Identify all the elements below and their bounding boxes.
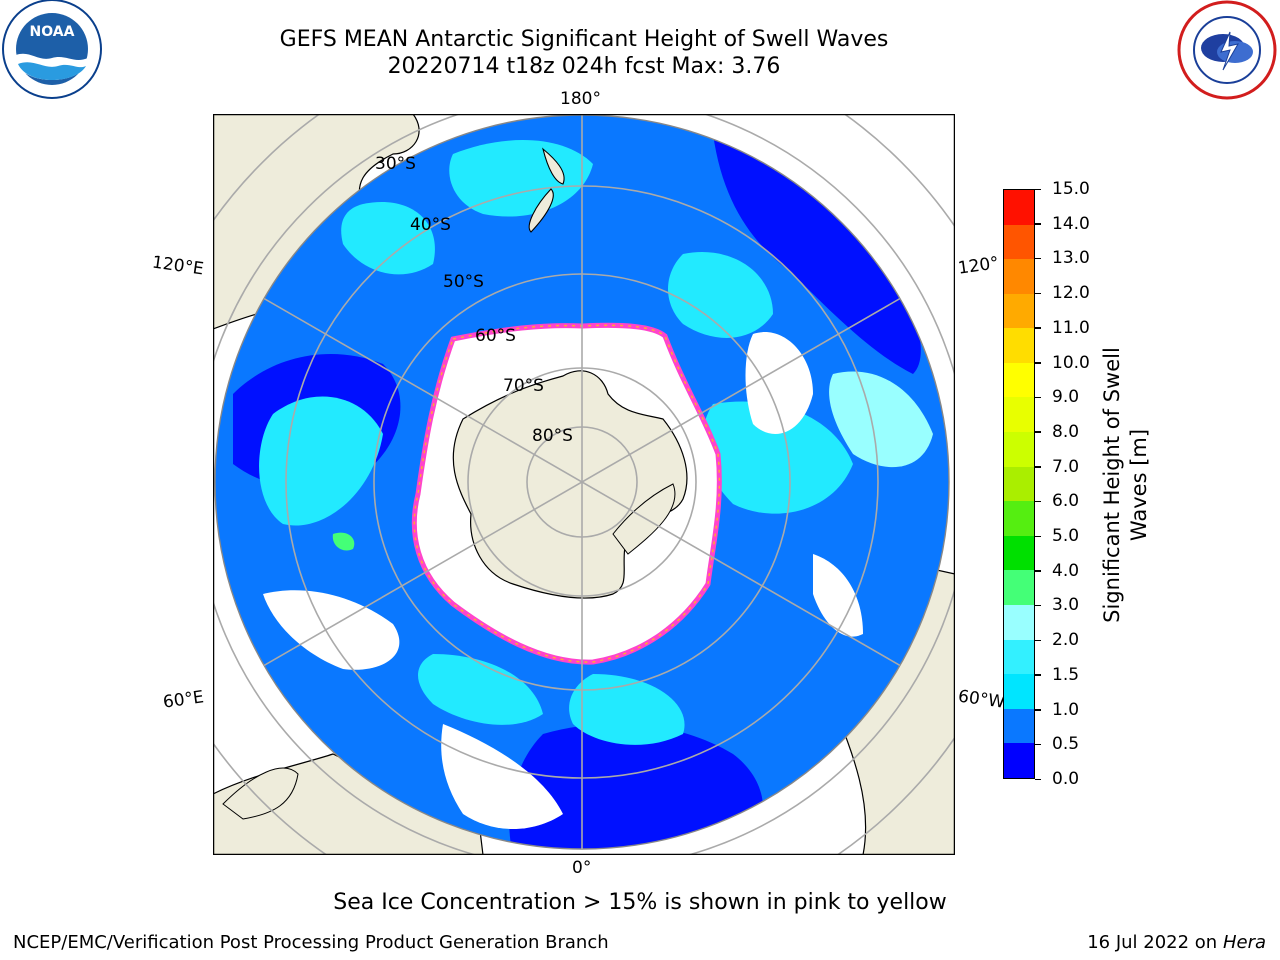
colorbar-tick-mark (1035, 604, 1041, 607)
lon-label-60e: 60°E (161, 687, 206, 713)
colorbar-segment (1004, 605, 1034, 640)
colorbar-tick-mark (1035, 223, 1041, 225)
latitude-labels: 30°S 40°S 50°S 60°S 70°S 80°S (375, 154, 573, 446)
colorbar-segment (1004, 674, 1034, 709)
colorbar-segment (1004, 639, 1034, 675)
colorbar-tick-label: 13.0 (1052, 248, 1090, 269)
lat-label-40: 40°S (410, 215, 451, 235)
colorbar-tick-mark (1035, 570, 1041, 572)
colorbar-tick-label: 4.0 (1052, 560, 1080, 581)
footer-host: Hera (1222, 932, 1266, 953)
colorbar-tick-mark (1035, 535, 1041, 538)
chart-title: GEFS MEAN Antarctic Significant Height o… (279, 27, 889, 52)
colorbar-segment (1004, 535, 1034, 571)
colorbar-tick-mark (1035, 466, 1041, 468)
colorbar-tick-label: 1.5 (1052, 664, 1080, 685)
lat-label-60: 60°S (475, 326, 516, 346)
colorbar-segment (1004, 259, 1034, 294)
nws-logo (1177, 0, 1277, 100)
colorbar-tick-label: 1.0 (1052, 699, 1080, 720)
lat-label-70: 70°S (503, 376, 544, 396)
colorbar-segment (1004, 328, 1034, 363)
colorbar-tick-mark (1035, 327, 1041, 329)
colorbar-tick-label: 14.0 (1052, 213, 1090, 234)
colorbar (1003, 189, 1035, 779)
sea-ice-note: Sea Ice Concentration > 15% is shown in … (333, 890, 947, 915)
polar-map: 30°S 40°S 50°S 60°S 70°S 80°S (213, 114, 955, 855)
colorbar-segment (1004, 708, 1034, 744)
colorbar-segment (1004, 743, 1034, 778)
noaa-logo: NOAA (2, 0, 102, 99)
colorbar-tick-mark (1035, 500, 1041, 503)
colorbar-label: Significant Height of Swell Waves [m] (1100, 347, 1151, 623)
colorbar-tick-mark (1035, 674, 1041, 676)
footer-credit: NCEP/EMC/Verification Post Processing Pr… (13, 932, 609, 953)
lat-label-30: 30°S (375, 154, 416, 174)
swell-height-field (233, 134, 933, 849)
colorbar-tick-mark (1035, 396, 1041, 399)
colorbar-tick-label: 5.0 (1052, 526, 1080, 547)
colorbar-tick-label: 8.0 (1052, 421, 1080, 442)
colorbar-tick-label: 3.0 (1052, 595, 1080, 616)
colorbar-tick-label: 2.0 (1052, 630, 1080, 651)
chart-subtitle: 20220714 t18z 024h fcst Max: 3.76 (387, 54, 781, 79)
colorbar-segment (1004, 189, 1034, 225)
lon-label-120e: 120°E (150, 252, 205, 280)
colorbar-segment (1004, 466, 1034, 502)
colorbar-tick-mark (1035, 292, 1041, 295)
colorbar-tick-label: 6.0 (1052, 491, 1080, 512)
lon-label-120w: 120°W (956, 253, 1000, 279)
colorbar-segment (1004, 501, 1034, 536)
lat-label-80: 80°S (532, 426, 573, 446)
colorbar-segment (1004, 293, 1034, 329)
colorbar-tick-label: 12.0 (1052, 283, 1090, 304)
colorbar-tick-label: 9.0 (1052, 387, 1080, 408)
colorbar-tick-mark (1035, 362, 1041, 364)
noaa-logo-text: NOAA (30, 24, 75, 40)
colorbar-tick-mark (1035, 778, 1041, 780)
colorbar-tick-mark (1035, 431, 1041, 433)
lon-label-180: 180° (560, 89, 601, 109)
colorbar-segment (1004, 224, 1034, 260)
colorbar-tick-label: 0.5 (1052, 734, 1080, 755)
colorbar-tick-mark (1035, 257, 1041, 260)
colorbar-tick-label: 15.0 (1052, 179, 1090, 199)
colorbar-tick-label: 7.0 (1052, 456, 1080, 477)
new-zealand-land (528, 147, 565, 233)
colorbar-tick-label: 11.0 (1052, 317, 1090, 338)
map-frame (213, 114, 955, 855)
colorbar-tick-mark (1035, 743, 1041, 746)
colorbar-tick-label: 0.0 (1052, 769, 1080, 789)
colorbar-tick-mark (1035, 709, 1041, 711)
colorbar-segment (1004, 397, 1034, 433)
colorbar-segment (1004, 362, 1034, 398)
lat-label-50: 50°S (443, 272, 484, 292)
footer-date: 16 Jul 2022 on Hera (1087, 932, 1266, 953)
footer-date-text: 16 Jul 2022 on (1087, 932, 1223, 953)
colorbar-tick-label: 10.0 (1052, 352, 1090, 373)
colorbar-tick-mark (1035, 188, 1041, 190)
colorbar-segment (1004, 570, 1034, 606)
lon-label-0: 0° (572, 858, 592, 878)
colorbar-tick-mark (1035, 639, 1041, 642)
sea-ice-inner-edge (413, 324, 721, 663)
colorbar-segment (1004, 432, 1034, 467)
